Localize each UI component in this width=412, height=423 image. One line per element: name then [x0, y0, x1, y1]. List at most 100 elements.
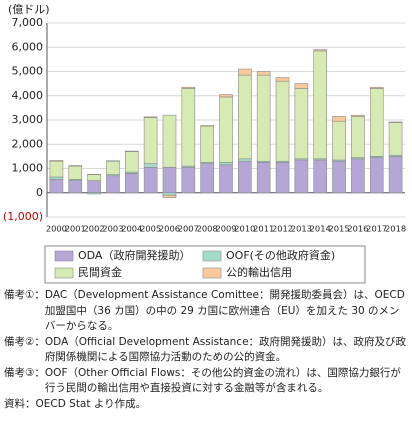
bar-segment [256, 71, 271, 76]
x-tick-label: 2002 [84, 224, 105, 234]
x-tick-label: 2007 [178, 224, 199, 234]
note: 備考①： DAC（Development Assistance Comittee：… [4, 288, 408, 335]
bar-segment [87, 180, 101, 194]
legend-label: ODA（政府開発援助） [78, 248, 190, 262]
x-tick-label: 2000 [46, 224, 67, 234]
x-tick-label: 2003 [102, 224, 123, 234]
bar-segment [351, 116, 365, 158]
bar-segment [275, 77, 290, 82]
bar-segment [388, 156, 403, 194]
note-label: 備考②： [4, 335, 45, 348]
x-tick-label: 2011 [253, 224, 274, 234]
note-text: OOF（Other Official Flows：その他公的資金の流れ）は、国際… [44, 366, 401, 395]
bar-segment [351, 114, 365, 117]
x-tick-label: 2017 [366, 224, 387, 234]
bar-segment [87, 192, 101, 195]
x-tick-label: 2006 [159, 224, 180, 234]
bar-segment [219, 162, 233, 166]
bar-segment [106, 175, 120, 194]
bar-segment [124, 173, 139, 194]
bar-segment [49, 160, 64, 162]
bar-segment [181, 166, 196, 194]
bar-segment [124, 151, 139, 173]
bar-segment [143, 166, 158, 194]
y-tick-label: 4,000 [12, 89, 44, 102]
bar-segment [369, 86, 384, 89]
legend-swatch [54, 250, 74, 262]
bar-segment [219, 96, 233, 163]
bar-segment [162, 114, 177, 168]
bar-segment [49, 176, 64, 180]
chart: (億ドル) (1,000) 0 1,000 2,000 3,000 4,000 5,000 6… [3, 3, 406, 284]
bar-segment [238, 158, 252, 162]
legend-label: 民間資金 [78, 265, 122, 279]
bar-segment [49, 179, 64, 194]
x-tick-label: 2015 [328, 224, 349, 234]
legend-label: 公的輸出信用 [226, 265, 292, 279]
note-label: 備考①： [4, 289, 45, 301]
x-tick-label: 2016 [347, 224, 368, 234]
y-tick-label: 3,000 [12, 113, 44, 126]
unit-label: (億ドル) [8, 3, 50, 16]
x-tick-label: 2004 [121, 224, 142, 234]
bar-segment [219, 164, 233, 194]
y-tick-label: 7,000 [12, 16, 44, 29]
note-text: ODA（Official Development Assistance：政府開発… [44, 335, 407, 364]
bar-segment [388, 122, 403, 156]
note-label: 備考③： [4, 366, 45, 379]
bar-segment [313, 50, 328, 160]
bar-segment [332, 160, 346, 194]
x-tick-label: 2013 [291, 224, 312, 234]
x-tick-label: 2001 [65, 224, 86, 234]
legend-swatch [202, 267, 222, 279]
bar-segment [294, 83, 309, 89]
bar-segment [106, 160, 120, 175]
y-tick-label: 1,000 [12, 162, 44, 175]
bar-segment [332, 120, 346, 161]
bar-segment [369, 88, 384, 157]
bar-segment [238, 160, 252, 194]
legend-swatch [202, 250, 222, 262]
y-tick-label: 2,000 [12, 137, 44, 150]
legend-label: OOF(その他政府資金) [226, 248, 335, 262]
bar-segment [275, 80, 290, 162]
x-tick-label: 2014 [310, 224, 331, 234]
bar-segment [313, 49, 328, 52]
x-tick-label: 2012 [272, 224, 293, 234]
x-tick-label: 2009 [215, 224, 236, 234]
bar-segment [181, 88, 196, 167]
bar-segment [49, 160, 64, 178]
x-tick-label: 2008 [197, 224, 218, 234]
bar-segment [200, 125, 214, 163]
bar-segment [238, 74, 252, 160]
legend-swatch [54, 267, 74, 279]
bar-segment [351, 158, 365, 194]
bar-segment [143, 117, 158, 164]
bar-segment [275, 162, 290, 194]
y-tick-label: (1,000) [3, 210, 43, 223]
x-tick-label: 2018 [385, 224, 406, 234]
bar-segment [369, 157, 384, 194]
bar-segment [313, 159, 328, 194]
notes: 備考①： DAC（Development Assistance Comittee：… [4, 288, 408, 412]
bar-segment [87, 174, 101, 181]
bar-segment [256, 162, 271, 194]
y-tick-label: 0 [36, 186, 43, 199]
bar-segment [68, 165, 83, 180]
bar-segment [219, 94, 233, 98]
bar-segment [68, 180, 83, 194]
bar-segment [162, 194, 177, 198]
bar-segment [143, 116, 158, 118]
y-tick-label: 5,000 [12, 65, 44, 78]
x-tick-label: 2010 [234, 224, 255, 234]
bar-segment [181, 86, 196, 89]
bar-segment [294, 159, 309, 194]
bar-segment [294, 88, 309, 160]
bar-segment [238, 68, 252, 76]
bar-segment [332, 116, 346, 122]
bar-segment [162, 192, 177, 196]
y-tick-label: 6,000 [12, 40, 44, 53]
x-tick-label: 2005 [140, 224, 161, 234]
bar-segment [162, 166, 177, 194]
bar-segment [143, 163, 158, 168]
